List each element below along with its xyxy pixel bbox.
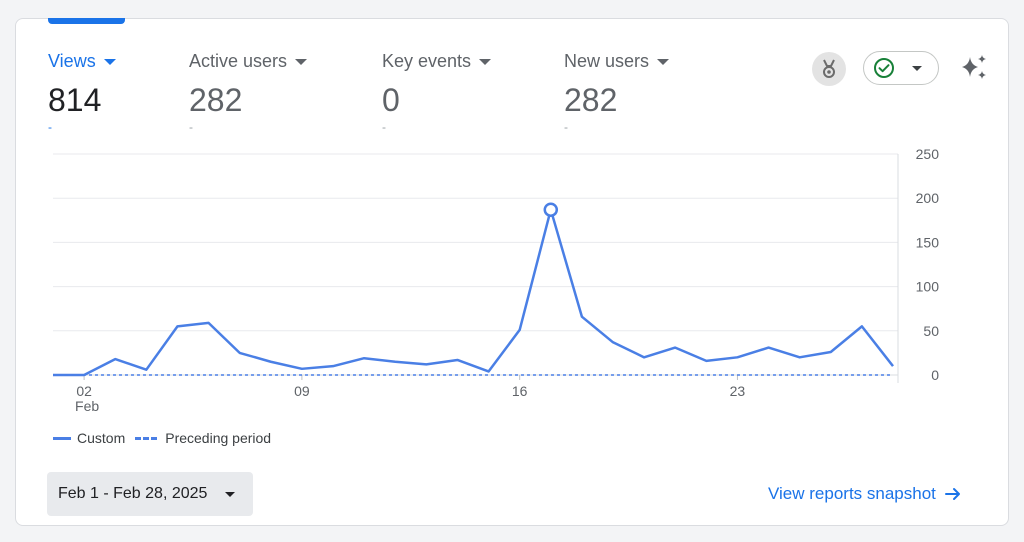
chevron-down-icon xyxy=(225,492,235,497)
series-line-custom xyxy=(53,208,894,377)
highlight-point xyxy=(543,202,559,217)
legend-label-preceding: Preceding period xyxy=(165,430,272,446)
view-reports-snapshot-link[interactable]: View reports snapshot xyxy=(768,484,962,504)
metric-value: 282 xyxy=(189,82,243,118)
metric-label: Active users xyxy=(189,50,288,71)
metric-delta: - xyxy=(382,120,386,134)
metric-value: 814 xyxy=(48,82,102,118)
y-tick-label: 0 xyxy=(931,367,939,383)
x-tick-label: 02 xyxy=(76,383,92,399)
check-circle-icon xyxy=(874,58,894,78)
metric-label: New users xyxy=(564,50,650,71)
date-range-label: Feb 1 - Feb 28, 2025 xyxy=(58,485,208,502)
x-tick-label: 09 xyxy=(294,383,310,399)
snapshot-link-label: View reports snapshot xyxy=(768,484,936,503)
arrow-right-icon xyxy=(944,488,960,500)
y-tick-label: 50 xyxy=(923,323,939,339)
metric-tab-new-users[interactable]: New users 282 - xyxy=(564,50,670,136)
active-tab-indicator xyxy=(48,18,125,24)
chevron-down-icon xyxy=(103,59,116,65)
metric-tab-key-events[interactable]: Key events 0 - xyxy=(382,50,492,136)
insights-button[interactable] xyxy=(958,52,992,86)
y-tick-label: 100 xyxy=(916,279,940,295)
metric-value: 0 xyxy=(382,82,400,118)
metric-tab-active-users[interactable]: Active users 282 - xyxy=(189,50,308,136)
sparkle-icon xyxy=(962,55,986,79)
metric-value: 282 xyxy=(564,82,618,118)
metric-delta: - xyxy=(564,120,568,134)
metric-label: Views xyxy=(48,50,96,71)
x-tick-sublabel: Feb xyxy=(75,398,99,414)
chevron-down-icon xyxy=(912,66,922,71)
award-icon xyxy=(823,59,835,78)
award-button[interactable] xyxy=(812,52,846,86)
date-range-button[interactable]: Feb 1 - Feb 28, 2025 xyxy=(47,472,253,516)
x-tick-label: 16 xyxy=(512,383,528,399)
metric-delta: - xyxy=(189,120,193,134)
chart-legend: Custom Preceding period xyxy=(53,430,271,446)
y-tick-label: 200 xyxy=(916,190,940,206)
legend-swatch-custom xyxy=(53,436,71,440)
chevron-down-icon xyxy=(295,59,308,65)
legend-swatch-preceding xyxy=(135,436,158,440)
y-tick-label: 250 xyxy=(916,146,940,162)
legend-label-custom: Custom xyxy=(77,430,126,446)
chevron-down-icon xyxy=(657,59,670,65)
overview-card xyxy=(15,18,1009,526)
y-tick-label: 150 xyxy=(916,234,940,250)
x-tick-label: 23 xyxy=(730,383,746,399)
metric-tab-views[interactable]: Views 814 - xyxy=(48,50,116,136)
metric-delta: - xyxy=(48,120,52,134)
chevron-down-icon xyxy=(479,59,492,65)
metric-label: Key events xyxy=(382,50,472,71)
status-dropdown[interactable] xyxy=(863,51,939,85)
